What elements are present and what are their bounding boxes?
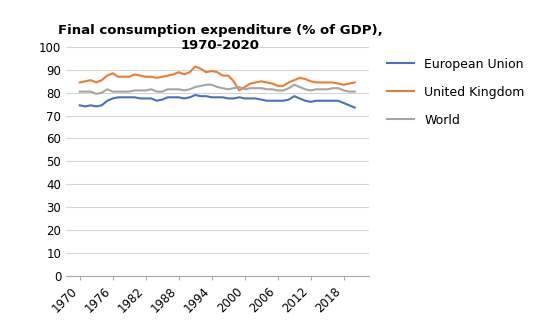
- Line: European Union: European Union: [80, 95, 355, 108]
- European Union: [280, 99, 287, 103]
- United Kingdom: [285, 80, 292, 84]
- European Union: [137, 96, 144, 100]
- United Kingdom: [236, 88, 243, 92]
- European Union: [76, 103, 83, 107]
- United Kingdom: [164, 74, 171, 78]
- Legend: European Union, United Kingdom, World: European Union, United Kingdom, World: [387, 58, 525, 127]
- United Kingdom: [269, 82, 276, 86]
- United Kingdom: [351, 80, 358, 84]
- World: [170, 87, 177, 91]
- United Kingdom: [159, 75, 166, 79]
- European Union: [164, 95, 171, 99]
- World: [203, 83, 210, 87]
- World: [76, 90, 83, 94]
- European Union: [263, 99, 270, 103]
- World: [269, 87, 276, 91]
- World: [285, 86, 292, 90]
- European Union: [346, 103, 353, 107]
- European Union: [192, 93, 199, 97]
- Line: United Kingdom: United Kingdom: [80, 67, 355, 90]
- European Union: [159, 97, 166, 101]
- World: [351, 90, 358, 94]
- United Kingdom: [76, 80, 83, 84]
- United Kingdom: [346, 82, 353, 86]
- World: [93, 92, 100, 96]
- World: [164, 87, 171, 91]
- Line: World: World: [80, 85, 355, 94]
- World: [142, 88, 149, 92]
- European Union: [351, 106, 358, 110]
- United Kingdom: [137, 74, 144, 78]
- World: [346, 90, 353, 94]
- Text: Final consumption expenditure (% of GDP),
1970-2020: Final consumption expenditure (% of GDP)…: [58, 24, 382, 51]
- United Kingdom: [192, 65, 199, 69]
